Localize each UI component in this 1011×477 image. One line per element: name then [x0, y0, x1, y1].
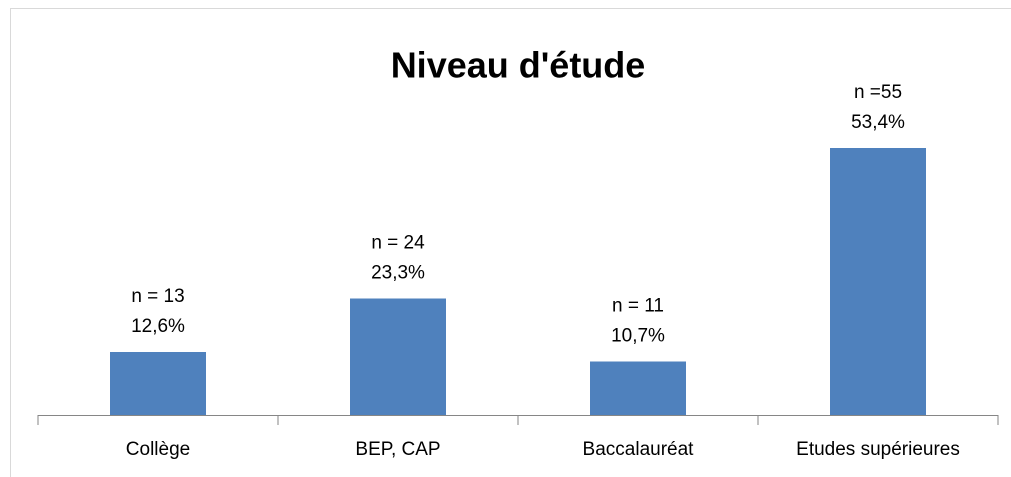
count-label: n = 24 [371, 233, 425, 254]
bar [110, 352, 206, 415]
value-label: 10,7% [611, 326, 665, 347]
count-label: n = 13 [131, 286, 184, 307]
count-label: n = 11 [612, 296, 664, 317]
x-tick-label: Baccalauréat [583, 439, 695, 460]
bar [350, 298, 446, 415]
value-label: 23,3% [371, 263, 425, 284]
x-tick-label: BEP, CAP [355, 439, 440, 460]
chart-title: Niveau d'étude [391, 45, 646, 86]
count-label: n =55 [854, 82, 902, 103]
bar [590, 361, 686, 415]
x-tick-label: Etudes supérieures [796, 439, 960, 460]
value-label: 53,4% [851, 112, 905, 133]
bar [830, 148, 926, 415]
value-label: 12,6% [131, 316, 185, 337]
x-tick-label: Collège [126, 439, 190, 460]
